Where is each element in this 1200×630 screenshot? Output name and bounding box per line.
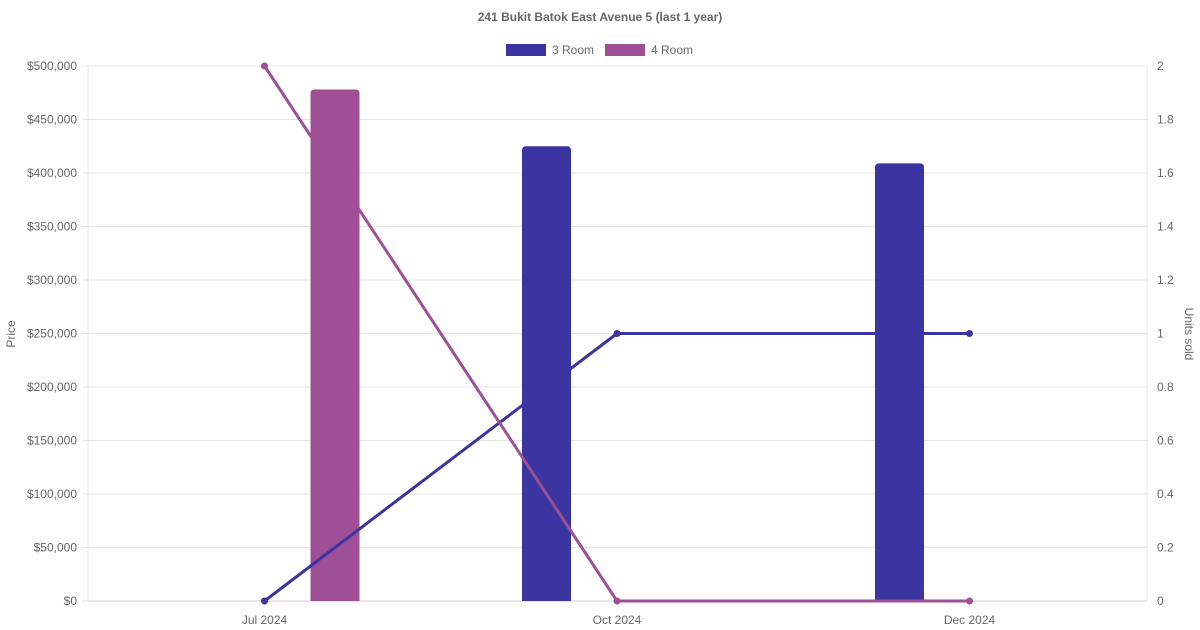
legend-item-4-room[interactable]: 4 Room xyxy=(605,43,693,57)
y-right-tick-label: 1 xyxy=(1157,327,1164,341)
legend-label: 3 Room xyxy=(552,43,594,57)
y-right-tick-label: 0 xyxy=(1157,594,1164,608)
y-left-tick-label: $450,000 xyxy=(27,113,77,127)
point-3-room xyxy=(613,330,621,337)
y-left-tick-label: $500,000 xyxy=(27,59,77,73)
y-left-tick-label: $200,000 xyxy=(27,380,77,394)
axes: $0 0 $50,000 0.2 $100,000 0.4 $150,000 0.6 $200,… xyxy=(27,59,1174,627)
point-4-room xyxy=(261,62,268,70)
legend-swatch xyxy=(605,44,645,56)
y-right-tick-label: 1.2 xyxy=(1157,273,1174,287)
bar-4-room xyxy=(310,89,360,601)
point-3-room xyxy=(966,330,973,337)
y-left-tick-label: $250,000 xyxy=(27,327,77,341)
lines xyxy=(261,62,973,605)
y-left-tick-label: $150,000 xyxy=(27,434,77,448)
y-left-tick-label: $350,000 xyxy=(27,220,77,234)
point-3-room xyxy=(261,597,268,605)
y-left-axis-title: Price xyxy=(4,320,18,348)
y-right-tick-label: 0.2 xyxy=(1157,541,1174,555)
legend[interactable]: 3 Room 4 Room xyxy=(506,43,693,57)
y-right-tick-label: 2 xyxy=(1157,59,1164,73)
y-right-tick-label: 0.6 xyxy=(1157,434,1174,448)
legend-item-3-room[interactable]: 3 Room xyxy=(506,43,594,57)
bars xyxy=(310,89,924,601)
y-left-tick-label: $300,000 xyxy=(27,273,77,287)
legend-swatch xyxy=(506,44,546,56)
x-tick-label: Dec 2024 xyxy=(944,613,996,627)
y-right-tick-label: 1.6 xyxy=(1157,166,1174,180)
y-left-tick-label: $100,000 xyxy=(27,487,77,501)
y-right-tick-label: 1.8 xyxy=(1157,113,1174,127)
y-left-tick-label: $400,000 xyxy=(27,166,77,180)
x-tick-label: Oct 2024 xyxy=(593,613,642,627)
x-tick-label: Jul 2024 xyxy=(242,613,288,627)
y-right-tick-label: 1.4 xyxy=(1157,220,1174,234)
chart-title: 241 Bukit Batok East Avenue 5 (last 1 ye… xyxy=(478,10,723,24)
legend-label: 4 Room xyxy=(651,43,693,57)
y-left-tick-label: $0 xyxy=(64,594,78,608)
point-4-room xyxy=(966,597,973,605)
bar-3-room xyxy=(875,163,924,601)
y-left-tick-label: $50,000 xyxy=(34,541,78,555)
line-3-room xyxy=(263,332,970,603)
y-right-axis-title: Units sold xyxy=(1182,308,1196,361)
bar-3-room xyxy=(522,146,571,601)
y-right-tick-label: 0.4 xyxy=(1157,487,1174,501)
y-right-tick-label: 0.8 xyxy=(1157,380,1174,394)
point-4-room xyxy=(613,597,621,605)
